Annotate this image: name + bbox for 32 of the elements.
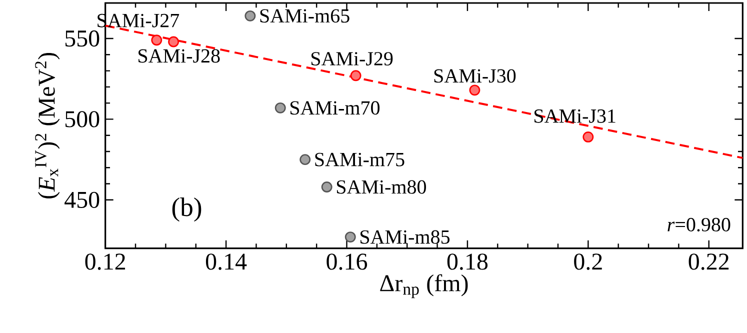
point [344, 232, 356, 243]
annotation: SAMi-m80 [336, 180, 426, 194]
x-tick-label: 0.2 [574, 254, 602, 270]
point [300, 154, 311, 166]
x-tick-label: 0.22 [688, 254, 729, 270]
y-tick-label: 450 [64, 192, 100, 208]
annotation: SAMi-J30 [434, 69, 516, 83]
point [168, 36, 180, 48]
text: (E$_{x}$$^{IV}$)$^{2}$ (MeV$^{2}$) [35, 52, 60, 198]
annotation: SAMi-m75 [315, 152, 404, 166]
x-tick-label: 0.14 [206, 254, 247, 270]
y-tick-label: 550 [65, 30, 100, 47]
x-tick-label: 0.16 [326, 254, 368, 270]
x-axis-title: Δr$_{np}$ (fm) [380, 274, 468, 298]
annotation: r=0.980 [668, 218, 730, 232]
point [321, 182, 332, 192]
point [469, 84, 480, 96]
point [350, 70, 362, 82]
point [151, 34, 162, 46]
annotation: SAMi-m65 [260, 9, 350, 23]
y-tick-label: 500 [65, 111, 100, 128]
point [244, 10, 256, 22]
annotation: SAMi-m70 [290, 101, 380, 115]
annotation: SAMi-J31 [534, 109, 616, 123]
annotation: (b) [172, 197, 202, 222]
annotation: SAMi-m85 [360, 230, 450, 244]
x-tick-label: 0.18 [447, 254, 488, 270]
x-tick-label: 0.12 [85, 254, 126, 270]
point [274, 102, 286, 114]
annotation: SAMi-J28 [138, 49, 220, 63]
annotation: SAMi-J29 [311, 52, 393, 66]
point [582, 131, 594, 142]
